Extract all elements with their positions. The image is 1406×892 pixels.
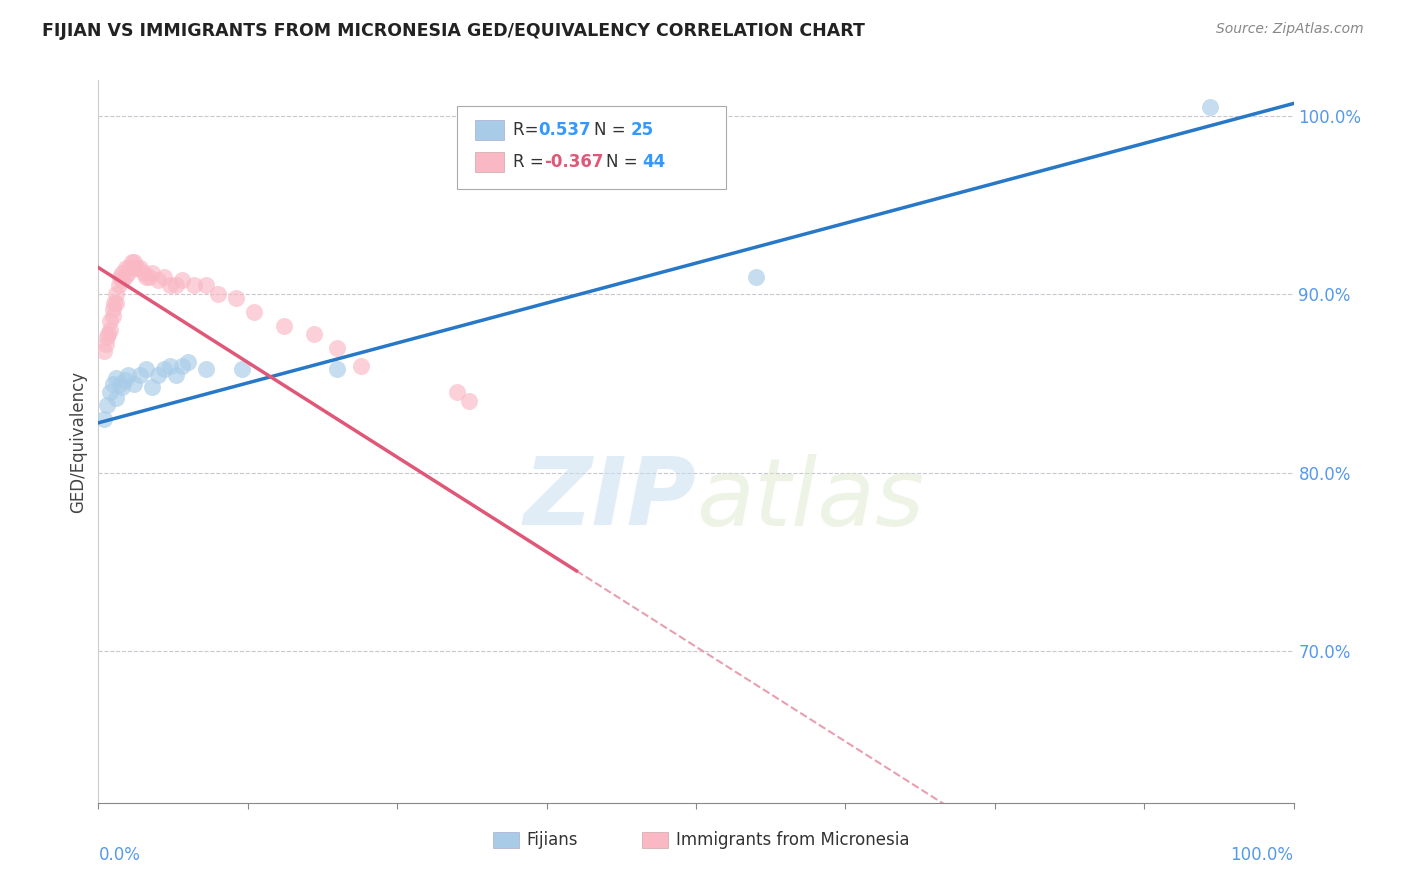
Point: [98, 314, 122, 328]
Point: [93, 344, 115, 359]
Point: [121, 255, 143, 269]
Point: [458, 394, 481, 409]
Point: [101, 376, 124, 391]
Point: [96, 330, 118, 344]
Point: [273, 319, 295, 334]
Point: [98, 323, 122, 337]
Text: FIJIAN VS IMMIGRANTS FROM MICRONESIA GED/EQUIVALENCY CORRELATION CHART: FIJIAN VS IMMIGRANTS FROM MICRONESIA GED…: [42, 22, 865, 40]
Point: [108, 376, 131, 391]
Point: [135, 362, 157, 376]
Text: R =: R =: [513, 153, 550, 171]
Point: [98, 385, 122, 400]
Point: [114, 269, 136, 284]
Text: 25: 25: [630, 121, 654, 139]
Point: [111, 380, 134, 394]
Text: N =: N =: [595, 121, 631, 139]
Point: [94, 337, 117, 351]
Point: [153, 269, 176, 284]
Point: [165, 278, 187, 293]
Point: [107, 278, 129, 293]
Point: [225, 291, 247, 305]
Point: [108, 269, 131, 284]
Text: 0.0%: 0.0%: [98, 847, 141, 864]
Bar: [643, 831, 668, 847]
Point: [124, 255, 146, 269]
Point: [105, 371, 128, 385]
Point: [118, 260, 141, 275]
Point: [93, 412, 115, 426]
Point: [132, 266, 155, 280]
Point: [111, 273, 134, 287]
Text: Fijians: Fijians: [526, 830, 578, 848]
Y-axis label: GED/Equivalency: GED/Equivalency: [69, 370, 87, 513]
Point: [326, 362, 349, 376]
Point: [302, 326, 325, 341]
Point: [115, 260, 138, 275]
Point: [141, 380, 163, 394]
Point: [326, 341, 349, 355]
Text: N =: N =: [606, 153, 643, 171]
Point: [195, 362, 218, 376]
Point: [243, 305, 266, 319]
Point: [148, 368, 170, 382]
Point: [97, 326, 120, 341]
Point: [350, 359, 373, 373]
Point: [117, 368, 139, 382]
Point: [148, 273, 170, 287]
Point: [105, 391, 128, 405]
Text: 0.537: 0.537: [538, 121, 591, 139]
Text: Immigrants from Micronesia: Immigrants from Micronesia: [676, 830, 910, 848]
Text: atlas: atlas: [696, 454, 924, 545]
Text: 44: 44: [643, 153, 665, 171]
Point: [129, 260, 152, 275]
Point: [101, 309, 124, 323]
Bar: [494, 831, 519, 847]
Point: [183, 278, 205, 293]
Point: [96, 398, 118, 412]
Point: [138, 269, 160, 284]
Text: 100.0%: 100.0%: [1230, 847, 1294, 864]
Point: [207, 287, 229, 301]
Point: [153, 362, 176, 376]
Point: [124, 376, 146, 391]
Text: ZIP: ZIP: [523, 453, 696, 545]
Point: [114, 373, 136, 387]
Point: [745, 269, 768, 284]
Bar: [475, 120, 503, 140]
Point: [1199, 100, 1222, 114]
Point: [125, 260, 148, 275]
Point: [159, 278, 181, 293]
Point: [105, 296, 128, 310]
Point: [101, 301, 124, 316]
Point: [159, 359, 181, 373]
Point: [103, 296, 125, 310]
Bar: [475, 152, 503, 172]
FancyBboxPatch shape: [457, 105, 725, 189]
Point: [195, 278, 218, 293]
Point: [165, 368, 187, 382]
Point: [117, 266, 139, 280]
Point: [172, 359, 194, 373]
Point: [172, 273, 194, 287]
Text: Source: ZipAtlas.com: Source: ZipAtlas.com: [1216, 22, 1364, 37]
Point: [177, 355, 200, 369]
Point: [141, 266, 163, 280]
Text: R=: R=: [513, 121, 544, 139]
Point: [129, 368, 152, 382]
Text: -0.367: -0.367: [544, 153, 603, 171]
Point: [105, 287, 128, 301]
Point: [231, 362, 253, 376]
Point: [135, 269, 157, 284]
Point: [446, 385, 468, 400]
Point: [111, 266, 134, 280]
Point: [124, 260, 146, 275]
